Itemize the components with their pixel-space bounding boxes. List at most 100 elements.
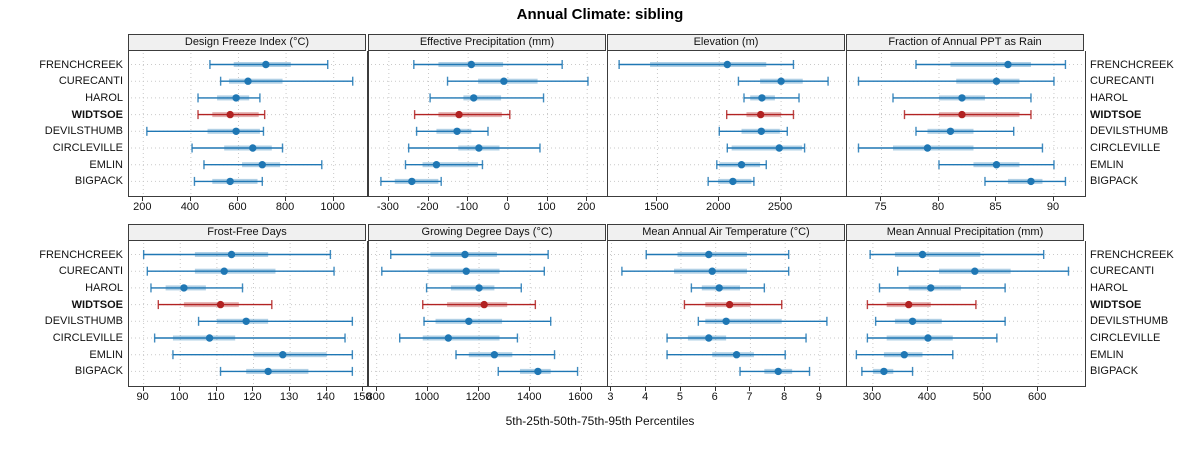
median-dot: [908, 317, 917, 325]
site-label-left-devilsthumb: DEVILSTHUMB: [44, 315, 123, 328]
panel-header: Mean Annual Precipitation (mm): [846, 224, 1084, 241]
median-dot: [737, 161, 746, 169]
median-dot: [958, 110, 966, 119]
site-label-right-devilsthumb: DEVILSTHUMB: [1090, 315, 1169, 328]
median-dot: [455, 110, 463, 119]
percentile-bar-curecanti: [446, 76, 589, 86]
median-dot: [220, 267, 228, 275]
tick-mark: [586, 197, 588, 201]
site-label-right-harol: HAROL: [1090, 91, 1128, 104]
percentile-bar-widtsoe: [413, 110, 511, 120]
panel-header: Design Freeze Index (°C): [128, 34, 366, 51]
median-dot: [216, 300, 225, 309]
site-label-right-bigpack: BIGPACK: [1090, 365, 1139, 378]
panel-plot: [368, 51, 608, 197]
tick-mark: [237, 197, 239, 201]
percentile-bar-emlin: [172, 350, 354, 360]
tick-mark: [818, 387, 820, 391]
panel-plot: [846, 51, 1086, 197]
panel-plot: [128, 241, 368, 387]
tick-mark: [387, 197, 389, 201]
tick-label: 120: [243, 391, 262, 403]
tick-label: 90: [136, 391, 149, 403]
percentile-bar-circleville: [399, 333, 519, 343]
x-axis: 3 4 5 6 7 8 9: [607, 387, 845, 403]
tick-mark: [325, 387, 327, 391]
tick-mark: [427, 197, 429, 201]
panel-header: Frost-Free Days: [128, 224, 366, 241]
tick-label: 800: [275, 201, 295, 213]
median-dot: [232, 94, 240, 102]
site-label-left-bigpack: BIGPACK: [74, 365, 123, 378]
site-label-right-widtsoe: WIDTSOE: [1090, 298, 1142, 311]
panel-plot: [607, 241, 847, 387]
median-dot: [775, 144, 783, 152]
panel-header: Mean Annual Air Temperature (°C): [607, 224, 845, 241]
tick-label: 85: [989, 201, 1002, 213]
tick-mark: [285, 197, 287, 201]
median-dot: [905, 300, 913, 309]
site-label-right-bigpack: BIGPACK: [1090, 175, 1139, 188]
median-dot: [279, 351, 287, 359]
site-label-right-emlin: EMLIN: [1090, 158, 1124, 171]
median-dot: [732, 351, 741, 359]
site-label-left-circleville: CIRCLEVILLE: [52, 142, 123, 154]
percentile-bar-widtsoe: [157, 300, 273, 310]
tick-label: 130: [279, 391, 299, 403]
median-dot: [180, 284, 188, 292]
median-dot: [992, 161, 1001, 169]
tick-mark: [982, 387, 984, 391]
tick-label: 1000: [320, 201, 345, 213]
panel-header: Fraction of Annual PPT as Rain: [846, 34, 1084, 51]
tick-label: -100: [456, 201, 479, 213]
tick-label: 150: [353, 391, 372, 403]
tick-label: -300: [376, 201, 399, 213]
tick-mark: [179, 387, 181, 391]
median-dot: [205, 334, 214, 342]
percentile-bar-frenchcreek: [915, 60, 1067, 69]
median-dot: [774, 367, 782, 376]
tick-label: 90: [1046, 201, 1060, 213]
panel-title: Mean Annual Precipitation (mm): [886, 226, 1044, 238]
panel-title: Design Freeze Index (°C): [184, 36, 310, 48]
tick-label: 600: [1027, 391, 1047, 403]
median-dot: [777, 77, 785, 85]
median-dot: [927, 284, 935, 292]
panel-design-freeze-index-c: Design Freeze Index (°C) 200 400 600 800 1000: [128, 34, 368, 213]
median-dot: [475, 144, 483, 152]
percentile-bar-emlin: [938, 160, 1055, 170]
tick-label: 6: [711, 391, 718, 403]
site-label-right-circleville: CIRCLEVILLE: [1090, 332, 1161, 344]
site-label-left-bigpack: BIGPACK: [74, 175, 123, 188]
tick-mark: [679, 387, 681, 391]
tick-mark: [529, 387, 531, 391]
median-dot: [470, 94, 478, 102]
tick-mark: [375, 387, 377, 391]
tick-mark: [749, 387, 751, 391]
percentile-bar-bigpack: [707, 176, 755, 186]
percentile-bar-harol: [425, 283, 522, 293]
tick-label: 1400: [516, 391, 542, 403]
median-dot: [480, 300, 488, 309]
median-dot: [715, 284, 723, 292]
tick-label: 1600: [568, 391, 593, 403]
tick-label: 200: [133, 201, 152, 213]
tick-mark: [1037, 387, 1039, 391]
percentile-bar-bigpack: [497, 366, 579, 376]
percentile-bar-devilsthumb: [415, 126, 489, 136]
percentile-bar-emlin: [203, 160, 323, 170]
median-dot: [242, 317, 250, 325]
site-label-right-frenchcreek: FRENCHCREEK: [1090, 248, 1174, 261]
percentile-bar-bigpack: [380, 176, 442, 186]
percentile-bar-emlin: [404, 160, 484, 170]
percentile-bar-harol: [892, 93, 1032, 103]
panel-title: Frost-Free Days: [207, 226, 287, 238]
percentile-bar-widtsoe: [903, 110, 1032, 120]
site-label-right-widtsoe: WIDTSOE: [1090, 108, 1142, 121]
tick-label: 800: [366, 391, 385, 403]
tick-label: -200: [416, 201, 439, 213]
percentile-bar-harol: [690, 283, 766, 293]
percentile-bar-devilsthumb: [697, 316, 828, 326]
percentile-bar-curecanti: [737, 76, 829, 86]
